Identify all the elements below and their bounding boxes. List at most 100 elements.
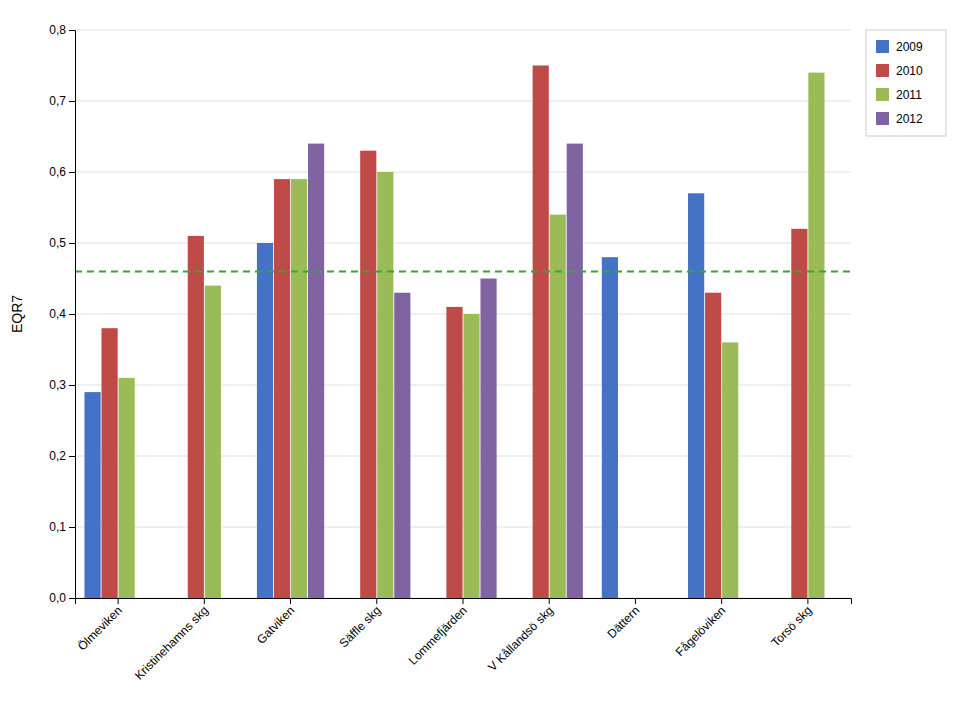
bar <box>602 257 618 598</box>
tick-mark <box>807 598 808 604</box>
legend-swatch <box>876 88 889 101</box>
tick: 0,6 <box>49 165 75 179</box>
bar <box>84 392 100 598</box>
legend-label: 2010 <box>896 64 923 78</box>
grid <box>75 30 851 598</box>
axis-line <box>69 31 76 599</box>
tick-label: Gatviken <box>254 603 297 646</box>
legend: 2009 2010 2011 2012 <box>866 30 946 136</box>
tick: Fågelöviken <box>673 598 729 659</box>
legend-swatch <box>876 64 889 77</box>
bar-series <box>119 73 825 598</box>
marks <box>75 66 851 599</box>
legend-item: 2011 <box>876 88 922 102</box>
tick-mark <box>290 598 291 604</box>
tick-label: Ölmeviken <box>75 603 125 653</box>
tick-mark <box>69 30 75 31</box>
bar <box>308 144 324 598</box>
bar <box>205 286 221 598</box>
tick: Gatviken <box>254 598 297 647</box>
tick-label: Dättern <box>605 603 643 641</box>
tick-label: V Kållandsö skg <box>485 603 556 674</box>
legend-frame <box>866 30 946 136</box>
legend-item: 2010 <box>876 64 923 78</box>
tick: 0,4 <box>49 307 75 321</box>
tick-label: 0,8 <box>49 23 66 37</box>
tick-mark <box>463 598 464 604</box>
bar <box>360 151 376 598</box>
tick: 0,5 <box>49 236 75 250</box>
bar <box>567 144 583 598</box>
tick-label: Kristinehamns skg <box>132 603 211 682</box>
bar <box>377 172 393 598</box>
tick-mark <box>204 598 205 604</box>
tick-mark <box>69 243 75 244</box>
legend-item: 2012 <box>876 112 923 126</box>
tick-mark <box>69 527 75 528</box>
bar <box>291 179 307 598</box>
bar <box>533 66 549 599</box>
tick: Torsö skg <box>768 598 814 650</box>
tick: V Kållandsö skg <box>485 598 556 674</box>
tick-label: 0,7 <box>49 94 66 108</box>
bar <box>480 279 496 599</box>
legend-item: 2009 <box>876 40 923 54</box>
y-axis: 0,0 0,1 0,2 0,3 0,4 0,5 0,6 0,7 0,8 <box>49 23 75 605</box>
bar-series <box>308 144 583 598</box>
tick-label: 0,3 <box>49 378 66 392</box>
tick-mark <box>69 314 75 315</box>
bar <box>394 293 410 598</box>
tick-label: 0,2 <box>49 449 66 463</box>
grid-line <box>75 172 851 173</box>
bar <box>119 378 135 598</box>
tick: 0,7 <box>49 94 75 108</box>
legend-swatch <box>876 112 889 125</box>
legend-label: 2012 <box>896 112 923 126</box>
bar <box>274 179 290 598</box>
tick-label: Fågelöviken <box>673 603 729 659</box>
y-axis-label: EQR7 <box>9 295 25 333</box>
tick-label: Lommefjärden <box>406 603 470 667</box>
tick: 0,0 <box>49 591 75 605</box>
tick: Dättern <box>605 598 643 641</box>
tick-label: Torsö skg <box>768 603 814 649</box>
tick-label: Säffle skg <box>337 603 384 650</box>
plot: 0,0 0,1 0,2 0,3 0,4 0,5 0,6 0,7 0,8 ÖlmevikenKris… <box>49 23 851 682</box>
axis-line <box>76 599 852 605</box>
bar <box>188 236 204 598</box>
grid-line <box>75 101 851 102</box>
bar <box>705 293 721 598</box>
tick-label: 0,1 <box>49 520 66 534</box>
x-axis: ÖlmevikenKristinehamns skg Gatviken Säffle… <box>75 598 852 683</box>
tick-mark <box>69 101 75 102</box>
tick-mark <box>118 598 119 604</box>
reference-line <box>75 270 851 272</box>
bar <box>446 307 462 598</box>
tick: Ölmeviken <box>75 598 125 653</box>
tick: Säffle skg <box>337 598 384 650</box>
tick-label: 0,6 <box>49 165 66 179</box>
bar <box>102 328 118 598</box>
chart: 0,0 0,1 0,2 0,3 0,4 0,5 0,6 0,7 0,8 ÖlmevikenKris… <box>0 0 961 723</box>
tick-label: 0,5 <box>49 236 66 250</box>
tick-mark <box>69 385 75 386</box>
bar <box>808 73 824 598</box>
tick: 0,1 <box>49 520 75 534</box>
grid-line <box>75 30 851 31</box>
tick-mark <box>549 598 550 604</box>
tick: 0,2 <box>49 449 75 463</box>
bar <box>463 314 479 598</box>
tick-label: 0,0 <box>49 591 66 605</box>
tick-mark <box>635 598 636 604</box>
tick-mark <box>69 172 75 173</box>
tick-mark <box>721 598 722 604</box>
legend-label: 2009 <box>896 40 923 54</box>
tick-mark <box>69 598 75 599</box>
bar <box>257 243 273 598</box>
tick-label: 0,4 <box>49 307 66 321</box>
bar <box>722 342 738 598</box>
legend-label: 2011 <box>896 88 922 102</box>
tick: Lommefjärden <box>406 598 470 668</box>
bar-series <box>84 193 704 598</box>
tick-mark <box>69 456 75 457</box>
